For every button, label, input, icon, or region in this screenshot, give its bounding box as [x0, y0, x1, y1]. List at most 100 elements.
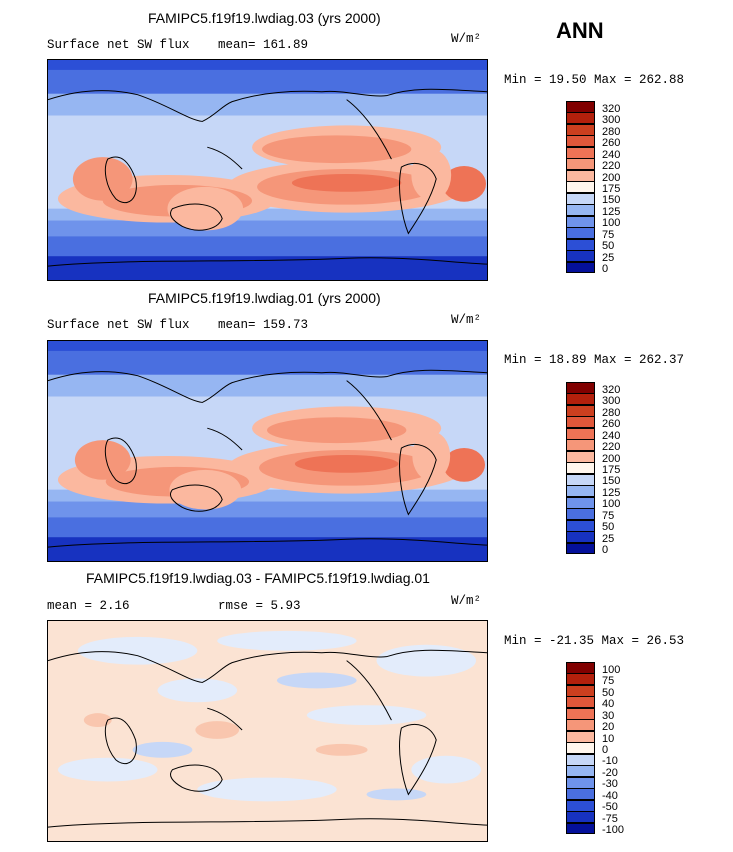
colorbar-swatch	[566, 765, 595, 778]
colorbar-swatch	[566, 238, 595, 251]
colorbar-label: -75	[602, 812, 618, 825]
colorbar-swatch	[566, 169, 595, 182]
panel1-title: FAMIPC5.f19f19.lwdiag.03 (yrs 2000)	[148, 10, 381, 26]
colorbar-swatch	[566, 382, 595, 394]
colorbar-swatch	[566, 393, 595, 406]
colorbar-swatch	[566, 112, 595, 125]
colorbar-swatch	[566, 250, 595, 263]
colorbar-label: 100	[602, 217, 621, 230]
colorbar-swatch	[566, 146, 595, 159]
colorbar-label: 30	[602, 709, 615, 722]
colorbar-label: -20	[602, 766, 618, 779]
colorbar-swatch	[566, 439, 595, 452]
colorbar-label: 50	[602, 240, 615, 253]
panel2-title: FAMIPC5.f19f19.lwdiag.01 (yrs 2000)	[148, 290, 381, 306]
colorbar-swatch	[566, 799, 595, 812]
panel1-units: W/m²	[451, 32, 482, 46]
colorbar-label: 220	[602, 160, 621, 173]
colorbar-swatch	[566, 719, 595, 732]
colorbar-swatch	[566, 450, 595, 463]
colorbar-label: -10	[602, 755, 618, 768]
colorbar-swatch	[566, 684, 595, 697]
colorbar-swatch	[566, 473, 595, 486]
colorbar-swatch	[566, 416, 595, 429]
colorbar-label: 125	[602, 205, 621, 218]
colorbar-swatch	[566, 135, 595, 148]
panel3-title: FAMIPC5.f19f19.lwdiag.03 - FAMIPC5.f19f1…	[86, 570, 430, 586]
colorbar-label: 300	[602, 114, 621, 127]
colorbar-label: 175	[602, 464, 621, 476]
colorbar-swatch	[566, 542, 595, 555]
colorbar-label: 20	[602, 721, 615, 734]
panel3-rmse-label: rmse = 5.93	[218, 599, 301, 613]
colorbar-swatch	[566, 673, 595, 686]
colorbar-label: -40	[602, 789, 618, 802]
colorbar-swatch	[566, 427, 595, 440]
colorbar-swatch	[566, 788, 595, 801]
colorbar-label: 125	[602, 486, 621, 499]
panel3-minmax: Min = -21.35 Max = 26.53	[504, 634, 685, 648]
colorbar-label: 25	[602, 532, 615, 545]
panel2-units: W/m²	[451, 313, 482, 327]
colorbar-label: 75	[602, 228, 615, 241]
colorbar-label: 220	[602, 441, 621, 454]
panel2-mean-label: mean= 159.73	[218, 318, 309, 332]
colorbar-swatch	[566, 261, 595, 274]
colorbar-swatch	[566, 776, 595, 789]
panel2-minmax: Min = 18.89 Max = 262.37	[504, 353, 685, 367]
colorbar-label: 200	[602, 452, 621, 465]
colorbar-swatch	[566, 485, 595, 498]
panel3-units: W/m²	[451, 594, 482, 608]
colorbar-label: 300	[602, 395, 621, 408]
colorbar-swatch	[566, 753, 595, 766]
colorbar-label: -50	[602, 801, 618, 814]
colorbar-label: 50	[602, 521, 615, 534]
colorbar-swatch	[566, 204, 595, 217]
colorbar-swatch	[566, 123, 595, 136]
colorbar-swatch	[566, 662, 595, 674]
panel3-mean-label: mean = 2.16	[47, 599, 130, 613]
panel3-colorbar: 100 75 50 40 30 20 10 0 -10 -20 -30 -40 -50 -75 -100	[566, 662, 656, 837]
colorbar-label: 0	[602, 544, 609, 557]
colorbar-label: 260	[602, 418, 621, 431]
panel1-mean-label: mean= 161.89	[218, 38, 309, 52]
colorbar-label: 280	[602, 125, 621, 138]
colorbar-swatch	[566, 158, 595, 171]
colorbar-swatch	[566, 192, 595, 205]
colorbar-label: 75	[602, 509, 615, 522]
colorbar-label: -30	[602, 778, 618, 791]
colorbar-label: 10	[602, 732, 615, 745]
colorbar-swatch	[566, 101, 595, 113]
colorbar-label: 100	[602, 663, 621, 676]
colorbar-label: 40	[602, 698, 615, 711]
panel2-colorbar: 320 300 280 260 240 220 200 175 150 125 100 75 50 25 0	[566, 382, 656, 557]
colorbar-swatch	[566, 742, 595, 755]
colorbar-label: 240	[602, 148, 621, 161]
colorbar-swatch	[566, 696, 595, 709]
colorbar-label: 175	[602, 183, 621, 195]
colorbar-label: 100	[602, 498, 621, 511]
colorbar-swatch	[566, 227, 595, 240]
colorbar-swatch	[566, 822, 595, 835]
colorbar-label: 75	[602, 675, 615, 688]
colorbar-swatch	[566, 508, 595, 521]
panel1-colorbar: 320 300 280 260 240 220 200 175 150 125 100 75 50 25 0	[566, 101, 656, 276]
colorbar-swatch	[566, 496, 595, 509]
colorbar-label: 0	[602, 744, 609, 756]
colorbar-swatch	[566, 531, 595, 544]
colorbar-label: -100	[602, 824, 625, 837]
colorbar-label: 25	[602, 251, 615, 264]
colorbar-swatch	[566, 462, 595, 475]
panel1-variable-label: Surface net SW flux	[47, 38, 190, 52]
colorbar-label: 50	[602, 686, 615, 699]
colorbar-label: 260	[602, 137, 621, 150]
panel2-map	[47, 340, 488, 562]
colorbar-swatch	[566, 707, 595, 720]
colorbar-label: 150	[602, 475, 621, 488]
colorbar-label: 200	[602, 171, 621, 184]
panel1-map	[47, 59, 488, 281]
colorbar-swatch	[566, 181, 595, 194]
colorbar-swatch	[566, 519, 595, 532]
colorbar-swatch	[566, 730, 595, 743]
colorbar-label: 0	[602, 263, 609, 276]
